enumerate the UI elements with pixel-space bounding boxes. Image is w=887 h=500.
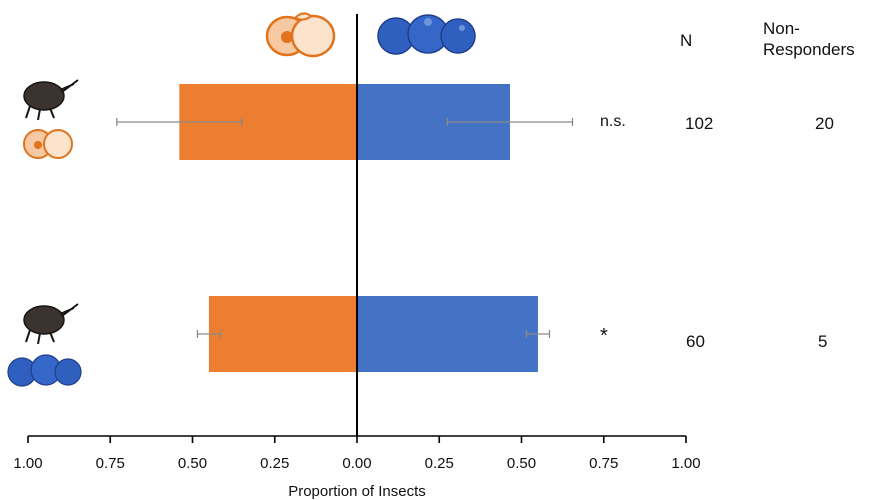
n-value: 102 <box>685 114 714 133</box>
peach-bar <box>208 296 357 372</box>
blueberry-icon <box>7 354 82 387</box>
blueberry-bar <box>357 296 538 372</box>
x-tick-label: 0.50 <box>507 455 536 472</box>
non-responders-value: 20 <box>815 114 834 133</box>
non-responders-header-line2: Responders <box>763 40 855 59</box>
x-tick-label: 0.75 <box>589 455 618 472</box>
x-tick-label: 0.00 <box>342 455 371 472</box>
significance-label: n.s. <box>600 113 626 130</box>
x-tick-label: 0.25 <box>260 455 289 472</box>
x-tick-label: 0.50 <box>178 455 207 472</box>
peach-icon <box>265 12 336 58</box>
significance-label: * <box>600 325 608 347</box>
weevil-icon <box>23 303 79 345</box>
non-responders-header-line1: Non- <box>763 19 800 38</box>
x-axis-title: Proportion of Insects <box>288 483 426 500</box>
x-tick-label: 1.00 <box>671 455 700 472</box>
weevil-icon <box>23 79 79 121</box>
x-tick-label: 0.75 <box>96 455 125 472</box>
x-axis: 1.00 0.75 0.50 0.25 0.00 0.25 0.50 0.75 1.00 Prop… <box>13 14 701 500</box>
non-responders-value: 5 <box>818 332 828 351</box>
non-responders-header: Non- Responders <box>763 18 855 60</box>
peach-icon <box>23 129 73 159</box>
bars-layer <box>116 84 574 372</box>
blueberry-icon <box>377 14 476 55</box>
n-value: 60 <box>686 332 705 351</box>
n-header: N <box>680 31 693 50</box>
x-tick-label: 0.25 <box>425 455 454 472</box>
x-tick-label: 1.00 <box>13 455 42 472</box>
